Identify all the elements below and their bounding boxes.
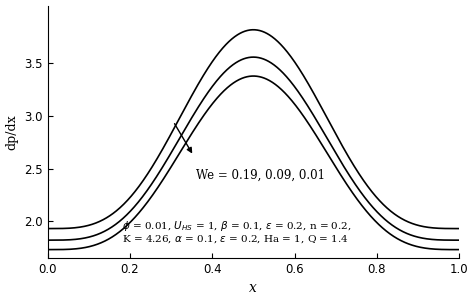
X-axis label: x: x bbox=[249, 281, 257, 296]
Y-axis label: dp/dx: dp/dx bbox=[6, 114, 18, 150]
Text: K = 4.26, $\alpha$ = 0.1, $\varepsilon$ = 0.2, Ha = 1, Q = 1.4: K = 4.26, $\alpha$ = 0.1, $\varepsilon$ … bbox=[122, 234, 348, 246]
Text: We = 0.19, 0.09, 0.01: We = 0.19, 0.09, 0.01 bbox=[196, 169, 325, 182]
Text: $\phi$ = 0.01, $U_{HS}$ = 1, $\beta$ = 0.1, $\varepsilon$ = 0.2, n = 0.2,: $\phi$ = 0.01, $U_{HS}$ = 1, $\beta$ = 0… bbox=[122, 219, 351, 233]
